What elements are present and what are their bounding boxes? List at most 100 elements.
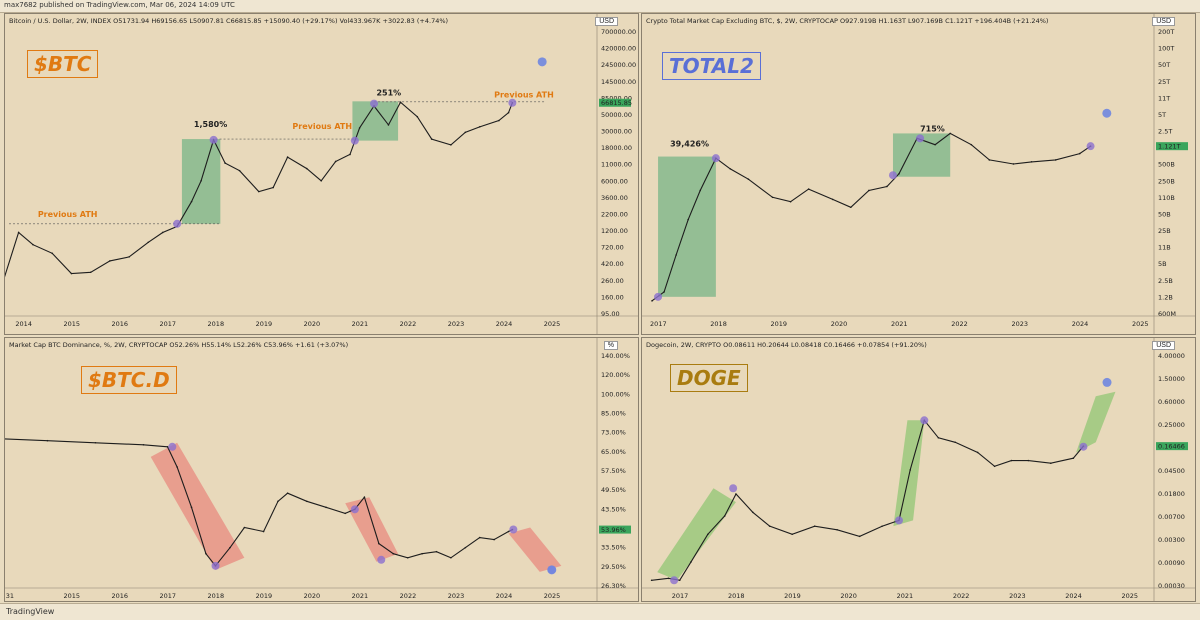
data-point-11 (836, 528, 838, 531)
y-tick-6: 0.01800 (1158, 490, 1185, 498)
pivot-marker-3 (370, 99, 379, 108)
data-point-22 (1027, 459, 1030, 462)
btc-tag: $BTC (27, 50, 99, 78)
top-bar: max7682 published on TradingView.com, Ma… (0, 0, 1200, 13)
btcd-chart[interactable]: 140.00% 120.00% 100.00% 85.00% 73.00% 65.00% 5… (5, 338, 639, 602)
x-tick-8: 2025 (1122, 592, 1139, 600)
data-point-17 (272, 186, 274, 189)
doge-chart[interactable]: 4.000001.500000.600000.250000.110000.045… (642, 338, 1196, 602)
pivot-marker-4 (1079, 442, 1088, 451)
x-tick-5: 2022 (951, 320, 968, 328)
pivot-marker-2 (350, 505, 359, 514)
data-point-10 (243, 526, 246, 529)
btc-pane[interactable]: 1,580% Previous ATH Previous ATH 251% Previo… (4, 13, 639, 335)
last-price-label: 53.96% (601, 526, 626, 534)
y-tick-9: 6000.00 (601, 177, 628, 185)
data-point-21 (406, 556, 409, 559)
publish-info: max7682 published on TradingView.com, Ma… (4, 1, 235, 9)
data-point-9 (789, 200, 792, 203)
x-tick-3: 2020 (831, 320, 848, 328)
x-tick-3: 2017 (160, 592, 177, 600)
y-tick-6: 30000.00 (601, 128, 632, 136)
btcd-pane[interactable]: 140.00% 120.00% 100.00% 85.00% 73.00% 65.00% 5… (4, 337, 639, 602)
total2-pane[interactable]: 39,426% 715% 200T 100T 50T 25T 11T 5T 2.5T 1.121T… (641, 13, 1196, 335)
total2-tag: TOTAL2 (662, 52, 761, 80)
data-point-3 (687, 218, 689, 221)
y-tick-11: 2200.00 (601, 210, 628, 218)
data-point-7 (747, 178, 750, 181)
x-tick-2: 2016 (111, 592, 128, 600)
data-point-23 (435, 550, 438, 553)
y-tick-9: 250B (1158, 177, 1175, 185)
data-point-4 (707, 533, 709, 536)
data-point-22 (1030, 161, 1033, 163)
x-tick-7: 2024 (1065, 592, 1082, 600)
y-tick-3: 25T (1158, 78, 1170, 86)
data-point-18 (286, 156, 289, 158)
doge-pane[interactable]: 4.000001.500000.600000.250000.110000.045… (641, 337, 1196, 602)
x-tick-1: 2018 (710, 320, 727, 328)
data-point-26 (478, 536, 481, 539)
y-tick-13: 720.00 (601, 244, 624, 252)
x-tick-7: 2024 (1072, 320, 1089, 328)
y-tick-5: 65.00% (601, 448, 626, 456)
data-point-8 (768, 525, 771, 527)
x-tick-3: 2017 (160, 320, 177, 328)
data-point-32 (498, 119, 500, 122)
data-point-1 (663, 291, 665, 293)
data-point-5 (723, 515, 726, 517)
data-point-10 (807, 188, 810, 190)
x-tick-6: 2020 (304, 592, 321, 600)
x-tick-2: 2019 (784, 592, 801, 600)
x-tick-4: 2018 (208, 320, 225, 328)
pivot-marker-3 (377, 555, 386, 564)
y-tick-4: 73.00% (601, 429, 626, 437)
y-tick-2: 50T (1158, 61, 1170, 69)
data-point-21 (334, 160, 337, 163)
x-tick-1: 2015 (63, 592, 80, 600)
btc-chart[interactable]: 1,580% Previous ATH Previous ATH 251% Previo… (5, 14, 639, 335)
pivot-marker-4 (509, 525, 518, 534)
data-point-0 (650, 579, 653, 582)
x-tick-5: 2019 (256, 592, 273, 600)
x-tick-7: 2021 (352, 320, 369, 328)
btc-currency[interactable]: USD (595, 17, 618, 26)
y-tick-11: 29.50% (601, 563, 626, 571)
x-tick-6: 2023 (1009, 592, 1026, 600)
y-tick-8: 0.00300 (1158, 536, 1185, 544)
total2-header: Crypto Total Market Cap Excluding BTC, $… (646, 17, 1049, 25)
data-point-8 (147, 241, 150, 244)
btc-header: Bitcoin / U.S. Dollar, 2W, INDEX O51731.… (9, 17, 449, 25)
y-tick-12: 25B (1158, 227, 1171, 235)
x-tick-8: 2022 (400, 592, 417, 600)
data-point-23 (1050, 462, 1052, 465)
x-tick-0: 2017 (672, 592, 689, 600)
data-point-11 (831, 198, 834, 201)
trend-channel-2 (1076, 391, 1116, 453)
data-point-27 (493, 538, 495, 541)
y-tick-17: 600M (1158, 310, 1176, 318)
data-point-12 (850, 206, 852, 209)
data-point-29 (450, 144, 452, 146)
data-point-25 (387, 124, 390, 126)
data-point-21 (1010, 459, 1013, 462)
y-tick-4: 11T (1158, 94, 1170, 102)
data-point-0 (651, 300, 653, 302)
data-point-1 (46, 439, 49, 442)
data-point-12 (200, 180, 202, 182)
data-point-17 (934, 143, 936, 146)
data-point-6 (109, 260, 111, 262)
data-point-13 (868, 189, 870, 192)
y-tick-7: 18000.00 (601, 144, 632, 152)
btcd-currency[interactable]: % (603, 341, 618, 350)
data-point-9 (791, 533, 793, 536)
total2-currency[interactable]: USD (1152, 17, 1175, 26)
y-tick-2: 0.60000 (1158, 398, 1185, 406)
total2-chart[interactable]: 39,426% 715% 200T 100T 50T 25T 11T 5T 2.5T 1.121T… (642, 14, 1196, 335)
trend-channel-0 (150, 442, 245, 570)
y-tick-14: 420.00 (601, 260, 624, 268)
y-tick-3: 85.00% (601, 410, 626, 418)
doge-currency[interactable]: USD (1152, 341, 1175, 350)
x-tick-7: 2021 (352, 592, 369, 600)
y-tick-8: 43.50% (601, 505, 626, 513)
